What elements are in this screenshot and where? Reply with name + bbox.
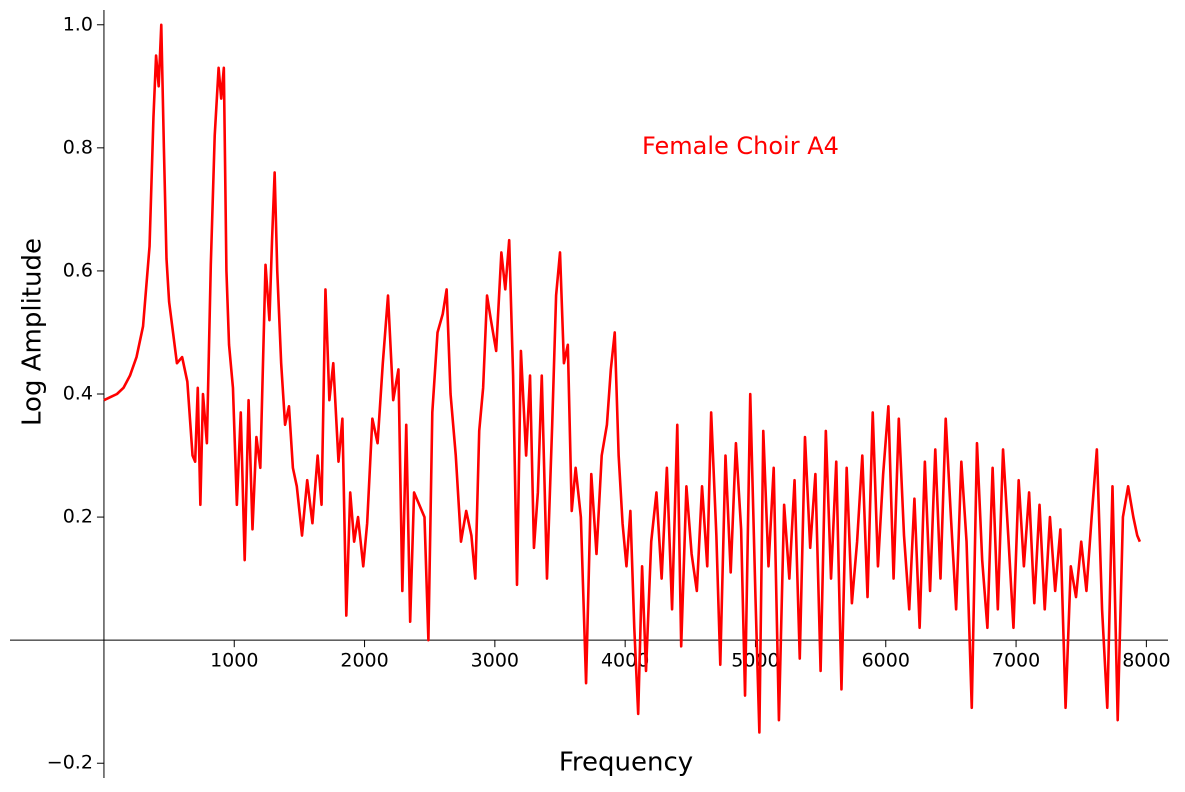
x-tick-label: 3000 [471, 650, 519, 672]
y-tick-label: 0.6 [63, 259, 93, 281]
y-axis-label: Log Amplitude [18, 238, 48, 426]
x-tick-label: 7000 [992, 650, 1040, 672]
x-tick-label: 1000 [210, 650, 258, 672]
y-tick-label: 0.8 [63, 136, 93, 158]
y-tick-label: 0.4 [63, 383, 93, 405]
x-tick-label: 6000 [862, 650, 910, 672]
y-tick-label: 1.0 [63, 13, 93, 35]
y-tick-label: −0.2 [47, 752, 93, 774]
annotation: Female Choir A4 [642, 132, 839, 160]
x-tick-label: 2000 [340, 650, 388, 672]
x-axis-label: Frequency [559, 748, 693, 778]
data-line [103, 23, 1142, 734]
x-tick-label: 8000 [1122, 650, 1170, 672]
x-tick-label: 5000 [731, 650, 779, 672]
y-tick-label: 0.2 [63, 506, 93, 528]
x-tick-label: 4000 [601, 650, 649, 672]
